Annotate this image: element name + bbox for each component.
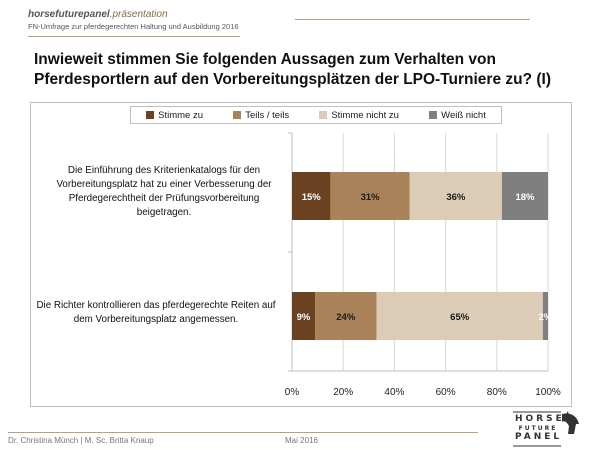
legend-swatch [233, 111, 242, 119]
data-label: 2% [539, 312, 553, 323]
brand-prefix: horsefuturepanel [28, 9, 110, 20]
category-label-2: Die Richter kontrollieren das pferdegere… [36, 300, 276, 325]
bar-segment [292, 172, 331, 220]
x-tick-label: 80% [487, 387, 507, 398]
data-label: 9% [297, 312, 311, 323]
header-divider-left [28, 36, 240, 37]
x-tick-label: 20% [333, 387, 353, 398]
bar-segment [376, 292, 543, 340]
logo-line-1: HORSE [515, 414, 565, 424]
data-label: 31% [361, 192, 381, 203]
chart-plot: 0% 20% 40% 60% 80% 100% 15% 31% 36% 18% 9% 24% 65% 2% [285, 132, 561, 398]
legend-swatch [146, 111, 155, 119]
data-label: 65% [450, 312, 470, 323]
brand-suffix: .präsentation [109, 9, 168, 20]
legend-swatch [319, 111, 328, 119]
bar-segment [330, 172, 410, 220]
legend-item-stimme-zu: Stimme zu [146, 110, 203, 121]
footer-divider [8, 432, 478, 433]
bar-segment [315, 292, 377, 340]
bar-segment [501, 172, 548, 220]
legend-label: Stimme nicht zu [331, 109, 399, 121]
logo-line-2: FUTURE [518, 425, 558, 432]
data-label: 15% [302, 192, 322, 203]
x-tick-label: 100% [535, 387, 561, 398]
legend-label: Stimme zu [158, 109, 203, 121]
category-label-1: Die Einführung des Kriterienkatalogs für… [56, 165, 272, 218]
x-tick-label: 40% [384, 387, 404, 398]
slide-title: Inwieweit stimmen Sie folgenden Aussagen… [34, 51, 552, 88]
data-label: 36% [446, 192, 466, 203]
header-subtitle: FN-Umfrage zur pferdegerechten Haltung u… [28, 22, 239, 31]
x-tick-label: 60% [436, 387, 456, 398]
header-divider-right [295, 19, 530, 20]
logo-graphic [513, 411, 579, 447]
legend-label: Teils / teils [245, 109, 290, 121]
data-label: 18% [515, 192, 535, 203]
footer-date: Mai 2016 [285, 436, 318, 445]
bar-segment [409, 172, 502, 220]
logo-line-3: PANEL [515, 432, 563, 442]
horse-future-panel-logo: HORSE FUTURE PANEL [505, 410, 585, 448]
legend-label: Weiß nicht [441, 109, 486, 121]
legend-swatch [429, 111, 438, 119]
footer-authors: Dr. Christina Münch | M. Sc. Britta Knau… [8, 436, 154, 445]
chart-frame: Stimme zu Teils / teils Stimme nicht zu … [30, 102, 572, 407]
brand-name: horsefuturepanel.präsentation [28, 9, 168, 20]
chart-legend: Stimme zu Teils / teils Stimme nicht zu … [130, 106, 502, 124]
legend-item-stimme-nicht-zu: Stimme nicht zu [319, 110, 399, 121]
data-label: 24% [336, 312, 356, 323]
legend-item-weiss-nicht: Weiß nicht [429, 110, 486, 121]
bar-segment [542, 292, 548, 340]
legend-item-teils: Teils / teils [233, 110, 289, 121]
x-tick-label: 0% [285, 387, 300, 398]
bar-segment [292, 292, 316, 340]
